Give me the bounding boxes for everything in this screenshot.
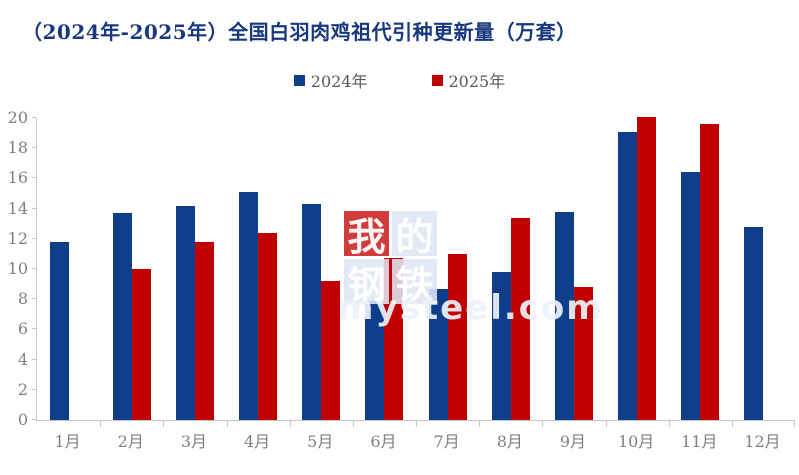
bar-group [668,118,732,427]
x-tick-mark [731,420,733,427]
bar-2024年 [744,226,764,420]
x-tick-label: 12月 [744,432,781,451]
x-tick-label: 3月 [180,432,208,451]
x-tick-label: 5月 [307,432,334,451]
y-tick-mark [32,298,36,300]
x-tick-label: 1月 [54,432,81,451]
bar-group [605,116,669,427]
x-tick-label: 11月 [681,432,718,451]
y-tick-mark [32,328,36,330]
bar-group [37,118,100,420]
bar-2024年 [175,205,195,420]
x-tick-mark [352,420,354,427]
y-tick-label: 8 [17,289,28,309]
bar-group [163,118,226,427]
x-tick-label: 8月 [496,432,523,451]
y-tick-mark [32,207,36,209]
legend: 2024年 2025年 [0,68,799,92]
bar-2024年 [365,300,385,420]
bar-2025年 [321,281,341,420]
y-axis: 0 2 4 6 8 10 12 14 16 18 20 [0,110,36,428]
bar-2025年 [573,287,593,420]
y-tick-mark [32,419,36,420]
bar-group [416,118,479,427]
bar-2025年 [384,258,404,420]
y-tick-label: 10 [7,259,28,278]
bar-2025年 [510,217,530,420]
y-tick-label: 12 [7,228,28,248]
y-tick-mark [32,177,36,179]
bar-2024年 [428,288,448,420]
bar-2025年 [194,241,214,420]
legend-label-2025: 2025年 [448,72,506,91]
y-tick-mark [32,147,36,149]
x-tick-mark [479,420,481,427]
x-tick-mark [794,420,795,427]
bar-2024年 [239,192,259,420]
x-tick-mark [416,420,418,427]
x-tick-mark [542,420,544,427]
bar-group [100,118,163,427]
x-tick-label: 6月 [370,432,397,451]
bar-2024年 [554,211,574,420]
x-tick-mark [163,420,165,427]
y-tick-mark [32,268,36,269]
x-tick-label: 4月 [244,432,271,451]
x-axis: 1月 2月 3月 4月 5月 6月 7月 8月 9月 10月 11月 12月 [36,428,794,452]
bar-2025年 [258,232,278,420]
legend-item-2025: 2025年 [431,68,506,92]
bar-2024年 [112,213,132,420]
x-tick-label: 7月 [433,432,460,451]
legend-swatch-2024-icon [293,74,305,86]
legend-label-2024: 2024年 [310,72,368,91]
bar-2025年 [131,269,151,420]
y-tick-mark [32,117,36,118]
chart-title: （2024年-2025年）全国白羽肉鸡祖代引种更新量（万套） [22,20,577,44]
y-tick-mark [32,388,36,390]
bar-group [731,118,795,427]
y-tick-label: 20 [7,108,28,127]
y-tick-label: 18 [7,138,28,158]
y-tick-label: 14 [7,198,28,218]
y-tick-label: 4 [17,349,28,369]
bar-2025年 [637,116,657,420]
x-tick-label: 10月 [617,432,655,451]
y-tick-label: 2 [17,379,28,399]
bar-2024年 [49,241,69,420]
bar-2024年 [491,272,511,420]
y-tick-label: 6 [17,319,28,339]
bar-group [289,118,353,427]
x-tick-label: 2月 [117,432,144,451]
bar-group [352,118,416,427]
bar-2025年 [700,124,720,420]
bar-2025年 [447,253,467,420]
x-tick-mark [289,420,291,427]
x-tick-mark [226,420,228,427]
y-tick-mark [32,358,36,360]
y-tick-mark [32,237,36,239]
x-tick-mark [605,420,607,427]
bar-2024年 [302,204,322,420]
y-tick-label: 0 [17,410,28,429]
y-tick-label: 16 [7,168,28,188]
bar-2024年 [681,172,701,420]
x-tick-mark [668,420,670,427]
bar-2024年 [618,131,638,420]
bar-group [479,118,542,427]
plot-area [36,116,795,427]
bar-group [226,118,290,427]
legend-item-2024: 2024年 [293,68,368,92]
bar-group [542,118,605,427]
legend-swatch-2025-icon [431,74,443,86]
x-tick-mark [100,420,102,427]
x-tick-label: 9月 [559,432,587,451]
